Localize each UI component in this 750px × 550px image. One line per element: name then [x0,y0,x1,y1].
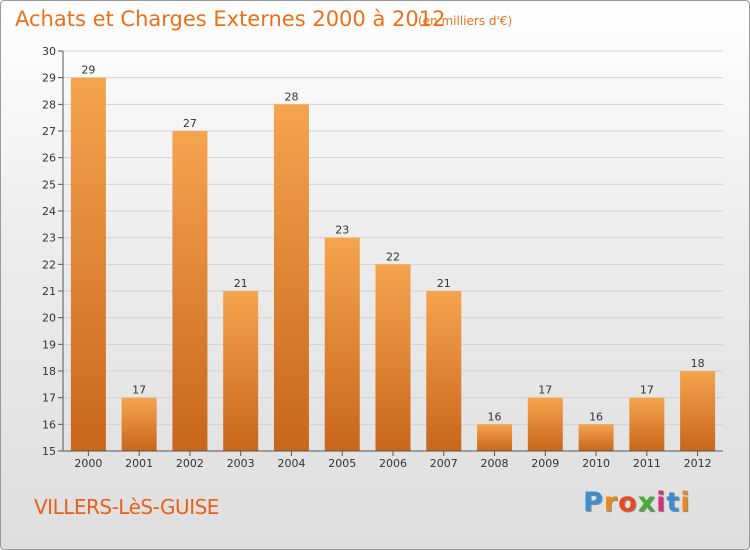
y-tick-label: 18 [42,365,56,378]
x-tick-label-2012: 2012 [684,457,712,470]
y-tick-label: 21 [42,285,56,298]
y-tick-label: 30 [42,45,56,58]
y-tick-label: 28 [42,98,56,111]
value-label-2002: 27 [183,117,197,130]
bar-2010[interactable] [578,424,614,451]
y-tick-label: 26 [42,152,56,165]
logo-letter: i [656,487,667,518]
bar-2006[interactable] [375,264,411,451]
y-tick-label: 25 [42,178,56,191]
x-tick-label-2007: 2007 [430,457,458,470]
bar-2011[interactable] [629,397,665,451]
bar-2009[interactable] [527,397,563,451]
value-label-2000: 29 [81,64,95,77]
value-label-2006: 22 [386,250,400,263]
chart-subtitle: (en milliers d'€) [418,14,513,28]
logo-letter: t [666,487,681,518]
value-label-2005: 23 [335,224,349,237]
x-tick-label-2008: 2008 [481,457,509,470]
value-label-2011: 17 [640,384,654,397]
logo-letter: r [603,487,619,518]
y-tick-label: 17 [42,392,56,405]
bar-2008[interactable] [477,424,513,451]
y-tick-label: 20 [42,312,56,325]
bar-2004[interactable] [273,104,309,451]
x-tick-label-2004: 2004 [277,457,305,470]
value-label-2001: 17 [132,384,146,397]
value-label-2003: 21 [234,277,248,290]
y-tick-label: 22 [42,258,56,271]
logo-letter: P [583,487,604,518]
bar-2003[interactable] [223,291,259,451]
x-tick-label-2005: 2005 [328,457,356,470]
bars [70,77,716,452]
x-tick-label-2009: 2009 [531,457,559,470]
bar-2005[interactable] [324,237,360,451]
y-tick-label: 24 [42,205,56,218]
value-label-2012: 18 [691,357,705,370]
bar-2002[interactable] [172,131,208,451]
logo-letter: i [680,487,691,518]
value-label-2010: 16 [589,410,603,423]
x-tick-label-2000: 2000 [74,457,102,470]
chart-title: Achats et Charges Externes 2000 à 2012 [15,7,446,31]
y-tick-label: 29 [42,72,56,85]
logo-letter: o [618,487,638,518]
value-label-2007: 21 [437,277,451,290]
x-tick-label-2006: 2006 [379,457,407,470]
bar-2012[interactable] [680,371,716,451]
logo-letter: x [637,487,657,518]
value-label-2008: 16 [488,410,502,423]
y-tick-label: 19 [42,338,56,351]
town-name: VILLERS-LèS-GUISE [34,495,219,519]
value-label-2009: 17 [538,384,552,397]
x-tick-label-2010: 2010 [582,457,610,470]
x-tick-label-2011: 2011 [633,457,661,470]
bar-2007[interactable] [426,291,462,451]
bar-2000[interactable] [70,77,106,452]
x-tick-label-2001: 2001 [125,457,153,470]
value-label-2004: 28 [284,90,298,103]
y-tick-label: 27 [42,125,56,138]
x-tick-label-2003: 2003 [227,457,255,470]
axes [58,50,723,456]
x-tick-label-2002: 2002 [176,457,204,470]
proxiti-logo[interactable]: Proxiti [583,487,691,518]
bar-2001[interactable] [121,397,157,451]
y-tick-label: 15 [42,445,56,458]
y-tick-label: 23 [42,232,56,245]
labels: 15 16 17 18 19 20 21 22 23 24 25 26 27 28 29 30 29 2000 17… [42,45,712,470]
y-tick-label: 16 [42,418,56,431]
